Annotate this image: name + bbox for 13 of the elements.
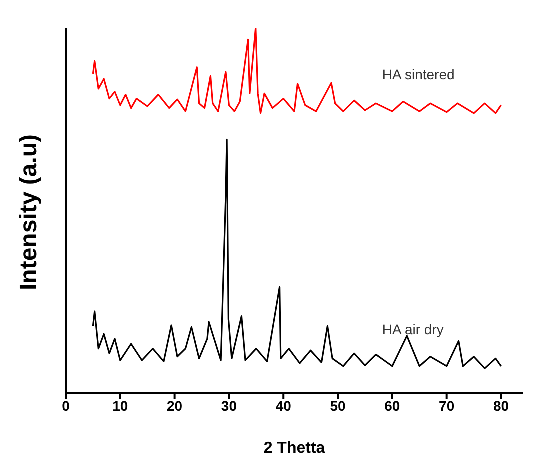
series-label: HA sintered bbox=[382, 66, 455, 83]
x-tick-label: 10 bbox=[112, 398, 128, 414]
x-tick-label: 40 bbox=[276, 398, 292, 414]
x-tick-label: 20 bbox=[167, 398, 183, 414]
x-tick-label: 50 bbox=[330, 398, 346, 414]
x-axis-title: 2 Thetta bbox=[264, 440, 326, 457]
x-tick-label: 60 bbox=[384, 398, 400, 414]
series-label: HA air dry bbox=[382, 321, 444, 338]
x-tick-label: 0 bbox=[62, 398, 70, 414]
x-tick-label: 80 bbox=[493, 398, 510, 414]
x-tick-label: 30 bbox=[221, 398, 238, 414]
x-tick-label: 70 bbox=[439, 398, 455, 414]
y-axis-title: Intensity (a.u) bbox=[16, 134, 43, 290]
